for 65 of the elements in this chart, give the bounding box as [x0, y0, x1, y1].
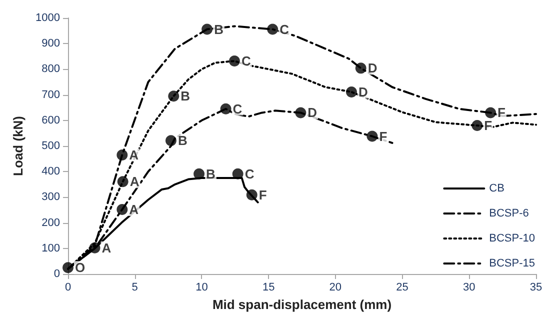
- x-tick-label: 15: [262, 282, 275, 294]
- point: [228, 56, 240, 67]
- point: [220, 103, 232, 114]
- annotation: D: [308, 105, 318, 120]
- y-axis-title: Load (kN): [10, 116, 26, 176]
- annotation: A: [129, 147, 140, 162]
- annotation: B: [178, 133, 188, 148]
- annotation: F: [484, 118, 492, 134]
- point: [89, 242, 100, 254]
- x-tick-label: 35: [530, 282, 542, 294]
- point: [246, 189, 258, 200]
- annotation: C: [280, 22, 290, 37]
- annotation: B: [214, 22, 224, 37]
- annotation: C: [241, 54, 252, 69]
- x-tick-label: 25: [396, 282, 408, 294]
- annotation: A: [102, 240, 112, 256]
- annotation: B: [206, 166, 216, 182]
- point: [62, 262, 74, 274]
- annotation: F: [258, 187, 267, 202]
- y-tick-label: 1000: [36, 12, 60, 24]
- y-tick-label: 200: [42, 216, 60, 229]
- point: [355, 62, 366, 74]
- annotation: O: [75, 260, 86, 276]
- annotation: D: [358, 84, 368, 100]
- legend-label: BCSP-6: [489, 208, 529, 220]
- y-tick-label: 600: [42, 114, 60, 126]
- y-tick-label: 900: [42, 38, 60, 50]
- point: [485, 107, 496, 118]
- x-axis-title: Mid span-displacement (mm): [212, 297, 392, 312]
- annotation: C: [232, 101, 243, 116]
- x-tick-label: 20: [329, 282, 342, 294]
- y-tick-label: 400: [42, 166, 60, 178]
- y-tick-label: 500: [42, 140, 60, 152]
- x-tick-label: 10: [196, 282, 208, 294]
- legend-label: CB: [489, 182, 504, 194]
- point: [117, 176, 128, 188]
- y-tick-label: 300: [42, 191, 60, 204]
- point: [116, 204, 128, 215]
- x-tick-label: 0: [64, 282, 72, 294]
- annotation: C: [244, 166, 255, 182]
- point: [194, 168, 205, 180]
- point: [267, 24, 278, 35]
- annotation: A: [130, 174, 140, 190]
- annotation: D: [368, 60, 378, 76]
- annotation: B: [180, 88, 190, 104]
- annotation: A: [129, 202, 140, 217]
- y-tick-label: 700: [42, 88, 60, 101]
- y-tick-label: 0: [54, 268, 60, 280]
- point: [295, 107, 306, 118]
- point: [232, 168, 244, 180]
- point: [346, 86, 357, 98]
- point: [202, 24, 213, 35]
- x-tick-label: 30: [463, 282, 476, 294]
- annotation: F: [379, 128, 388, 144]
- y-tick-label: 100: [42, 242, 60, 254]
- point: [472, 120, 483, 132]
- legend-label: BCSP-10: [489, 232, 536, 244]
- x-tick-label: 5: [132, 282, 138, 294]
- point: [366, 130, 378, 142]
- point: [168, 90, 180, 102]
- point: [165, 135, 176, 146]
- legend-label: BCSP-15: [489, 258, 536, 270]
- annotation: F: [498, 105, 506, 120]
- y-tick-label: 800: [42, 63, 60, 76]
- point: [116, 149, 128, 160]
